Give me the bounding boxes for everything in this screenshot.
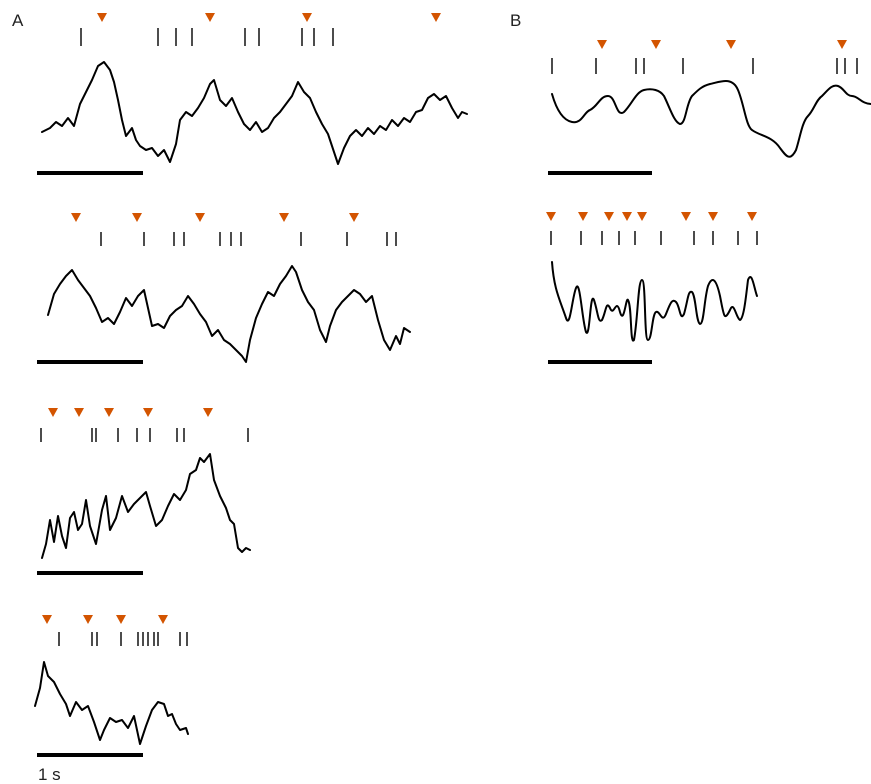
event-marker (604, 212, 614, 221)
event-marker (837, 40, 847, 49)
event-marker (71, 213, 81, 222)
event-marker (597, 40, 607, 49)
event-marker (279, 213, 289, 222)
event-marker (74, 408, 84, 417)
event-marker (302, 13, 312, 22)
event-marker (349, 213, 359, 222)
event-marker (726, 40, 736, 49)
event-marker (651, 40, 661, 49)
trace (47, 265, 411, 363)
trace (34, 661, 189, 745)
event-marker (42, 615, 52, 624)
event-marker (431, 13, 441, 22)
event-marker (143, 408, 153, 417)
event-marker (83, 615, 93, 624)
event-marker (708, 212, 718, 221)
event-marker (48, 408, 58, 417)
panel-label: B (510, 11, 521, 30)
trace (551, 80, 871, 158)
trace (41, 453, 251, 559)
trace (41, 61, 468, 165)
event-marker (637, 212, 647, 221)
event-marker (546, 212, 556, 221)
trace (551, 261, 758, 342)
event-marker (747, 212, 757, 221)
event-marker (132, 213, 142, 222)
event-marker (622, 212, 632, 221)
event-marker (681, 212, 691, 221)
event-marker (205, 13, 215, 22)
scale-bar-label: 1 s (38, 765, 61, 784)
event-marker (578, 212, 588, 221)
event-marker (116, 615, 126, 624)
event-marker (97, 13, 107, 22)
event-marker (203, 408, 213, 417)
event-marker (195, 213, 205, 222)
event-marker (104, 408, 114, 417)
panel-label: A (12, 11, 24, 30)
event-marker (158, 615, 168, 624)
